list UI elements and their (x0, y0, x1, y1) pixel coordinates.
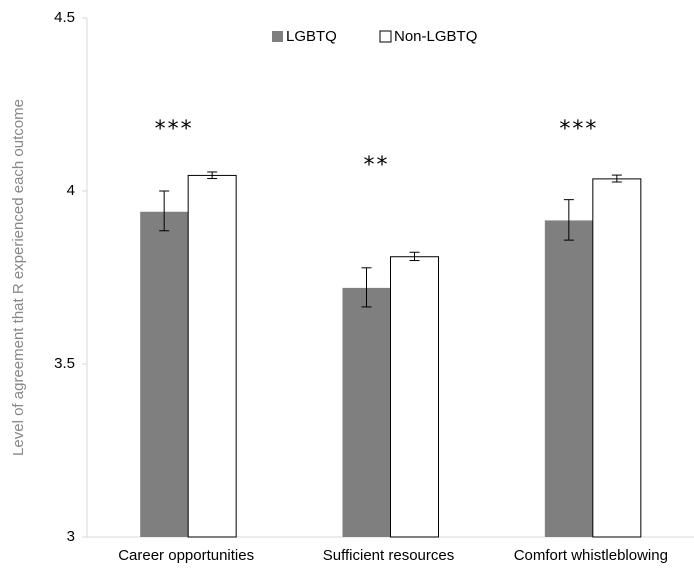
y-axis-label: Level of agreement that R experienced ea… (10, 99, 27, 456)
bar-non-lgbtq (592, 178, 642, 538)
y-tick-label: 4.5 (54, 9, 75, 26)
y-ticks: 3 3.5 4 4.5 (54, 9, 87, 545)
bar-lgbtq (342, 287, 391, 537)
y-tick-label: 3.5 (54, 355, 75, 372)
significance-marker: *** (155, 117, 194, 142)
bar-lgbtq (544, 220, 593, 537)
significance-marker: *** (559, 117, 598, 142)
legend-label: LGBTQ (286, 28, 337, 45)
bar-non-lgbtq (390, 256, 439, 538)
x-category-label: Comfort whistleblowing (514, 547, 668, 564)
x-category-label: Sufficient resources (323, 547, 454, 564)
x-category-label: Career opportunities (118, 547, 254, 564)
significance-marker: ** (364, 153, 390, 178)
error-bars (159, 171, 622, 308)
bars (140, 174, 642, 538)
legend-swatch-lgbtq (272, 31, 283, 42)
y-tick-label: 3 (67, 528, 75, 545)
category-labels: Career opportunities Sufficient resources… (118, 547, 668, 564)
legend-label: Non-LGBTQ (394, 28, 477, 45)
bar-non-lgbtq (187, 174, 237, 538)
legend: LGBTQ Non-LGBTQ (272, 28, 477, 45)
significance-markers: ******** (155, 117, 598, 178)
y-tick-label: 4 (67, 182, 75, 199)
legend-swatch-non-lgbtq (379, 30, 392, 43)
bar-lgbtq (140, 211, 189, 537)
y-axis-label-group: Level of agreement that R experienced ea… (10, 99, 27, 456)
